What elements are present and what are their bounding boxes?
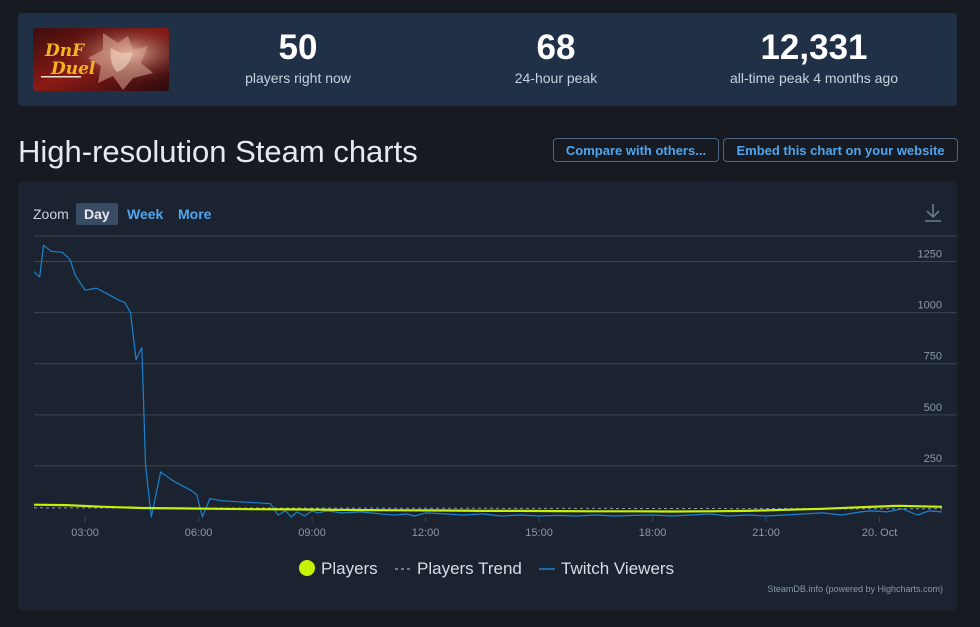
players-now-label: players right now [245, 70, 351, 86]
y-tick-label: 250 [924, 453, 942, 465]
legend-trend-marker-icon [395, 568, 411, 570]
x-tick-label: 06:00 [185, 527, 213, 539]
svg-text:DnF: DnF [44, 41, 86, 61]
players-now-value: 50 [278, 28, 318, 67]
x-tick-label: 15:00 [525, 527, 553, 539]
legend-players-marker-icon [299, 560, 315, 576]
series-line-players [33, 503, 943, 513]
svg-text:Duel: Duel [50, 59, 96, 79]
page-title: High-resolution Steam charts [18, 134, 418, 169]
series-line-twitch-viewers [33, 244, 943, 518]
legend-twitch-marker-icon [539, 568, 555, 570]
legend-players-label: Players [321, 559, 378, 578]
x-tick-label: 09:00 [298, 527, 326, 539]
zoom-day-button[interactable]: Day [76, 203, 118, 225]
y-tick-label: 500 [924, 402, 942, 414]
zoom-more-button[interactable]: More [178, 206, 212, 222]
game-cover-art: DnF Duel [33, 28, 169, 91]
peak-24h-value: 68 [536, 28, 576, 67]
download-icon[interactable] [923, 202, 943, 224]
stat-all-time-peak: 12,331 all-time peak 4 months ago [704, 27, 924, 87]
zoom-label: Zoom [33, 206, 69, 222]
x-tick-label: 12:00 [412, 527, 440, 539]
y-tick-label: 750 [924, 351, 942, 363]
stat-players-now: 50 players right now [188, 27, 408, 87]
chart-legend: Players Players Trend Twitch Viewers [18, 558, 957, 580]
x-tick-label: 18:00 [639, 527, 667, 539]
chart-plot: 250 500 750 1000 1250 03:00 06:00 09:00 12:00 15:… [33, 235, 957, 539]
all-time-peak-value: 12,331 [760, 28, 868, 67]
all-time-peak-label: all-time peak 4 months ago [729, 70, 899, 86]
chart-panel: 250 500 750 1000 1250 03:00 06:00 09:00 12:00 15:… [18, 182, 957, 610]
peak-24h-label: 24-hour peak [514, 70, 598, 86]
stats-bar: DnF Duel 50 players right now 68 24-hour… [18, 13, 957, 106]
zoom-week-button[interactable]: Week [127, 206, 164, 222]
legend-twitch-label: Twitch Viewers [561, 559, 675, 578]
chart-credits[interactable]: SteamDB.info (powered by Highcharts.com) [767, 584, 943, 594]
x-tick-label: 21:00 [752, 527, 780, 539]
y-tick-label: 1000 [918, 300, 942, 312]
legend-trend-label: Players Trend [417, 559, 522, 578]
x-tick-label: 03:00 [71, 527, 99, 539]
compare-button[interactable]: Compare with others... [553, 138, 719, 162]
game-thumbnail[interactable]: DnF Duel [33, 28, 169, 91]
stat-24h-peak: 68 24-hour peak [446, 27, 666, 87]
y-tick-label: 1250 [918, 249, 942, 261]
embed-chart-button[interactable]: Embed this chart on your website [723, 138, 958, 162]
x-tick-label: 20. Oct [862, 527, 897, 539]
